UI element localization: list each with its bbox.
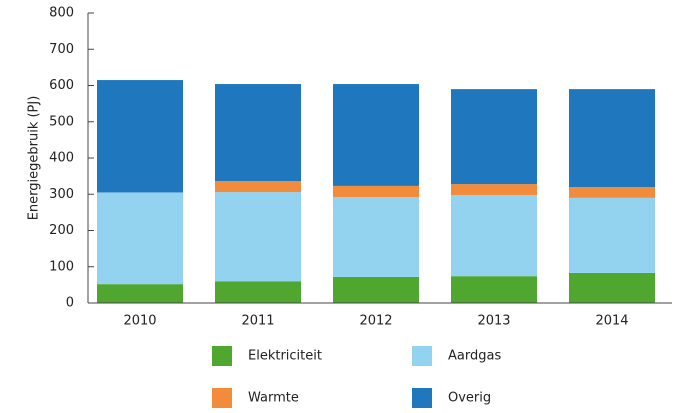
bar-segment [451, 194, 537, 277]
x-tick-label: 2014 [595, 314, 628, 329]
bar-segment [451, 184, 537, 195]
legend-label: Elektriciteit [248, 349, 322, 364]
bar-segment [333, 197, 419, 277]
bar-segment [569, 187, 655, 198]
y-tick-label: 400 [49, 151, 74, 166]
legend-label: Warmte [248, 391, 299, 406]
bar-segment [569, 272, 655, 303]
y-tick-label: 100 [49, 259, 74, 274]
y-tick-label: 500 [49, 114, 74, 129]
y-tick-label: 300 [49, 187, 74, 202]
x-tick-label: 2011 [241, 314, 274, 329]
legend-swatch [212, 346, 232, 366]
bar-segment [451, 89, 537, 185]
bar-segment [569, 197, 655, 273]
legend-label: Aardgas [448, 349, 501, 364]
legend-swatch [212, 388, 232, 408]
bar-segment [97, 192, 183, 285]
bar-segment [215, 84, 301, 182]
y-tick-label: 600 [49, 78, 74, 93]
legend-swatch [412, 388, 432, 408]
y-tick-label: 0 [66, 296, 74, 311]
legend-label: Overig [448, 391, 491, 406]
bar-segment [569, 89, 655, 187]
bar-segment [97, 284, 183, 303]
y-tick-label: 800 [49, 6, 74, 21]
bar-segment [333, 185, 419, 198]
x-tick-label: 2012 [359, 314, 392, 329]
x-tick-label: 2010 [123, 314, 156, 329]
bar-segment [215, 181, 301, 193]
y-tick-label: 700 [49, 42, 74, 57]
bar-segment [333, 84, 419, 186]
bar-segment [215, 281, 301, 303]
bar-segment [215, 192, 301, 282]
bar-segment [97, 80, 183, 193]
x-tick-label: 2013 [477, 314, 510, 329]
y-axis-label: Energiegebruik (PJ) [27, 96, 42, 221]
y-tick-label: 200 [49, 223, 74, 238]
legend-swatch [412, 346, 432, 366]
bar-segment [451, 276, 537, 303]
bar-segment [333, 276, 419, 303]
